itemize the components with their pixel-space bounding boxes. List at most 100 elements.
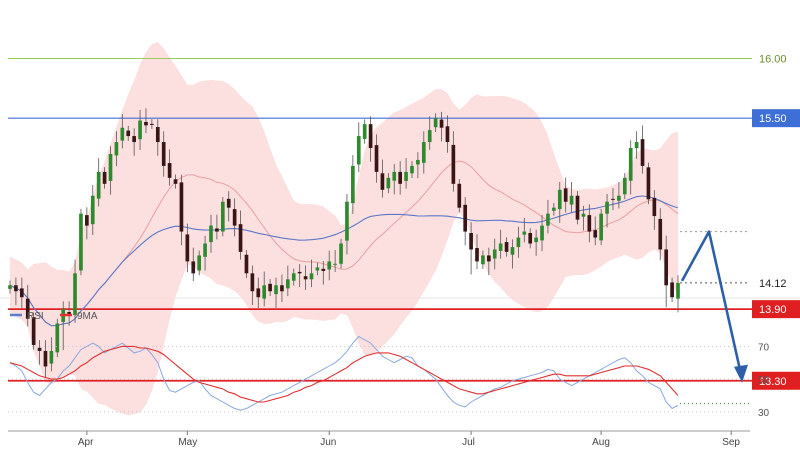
candle	[85, 207, 89, 240]
candle-body	[510, 247, 515, 255]
candle	[540, 214, 544, 252]
candle	[244, 249, 249, 279]
candle	[238, 210, 243, 260]
candle	[628, 140, 633, 195]
candle	[220, 196, 225, 237]
candle	[55, 318, 60, 358]
candle	[374, 134, 379, 183]
candle-body	[345, 201, 349, 241]
candle	[569, 182, 574, 213]
candle	[510, 239, 515, 269]
candle	[486, 247, 491, 276]
candle-body	[557, 189, 562, 210]
time-label-sep: Sep	[722, 437, 740, 448]
candle	[368, 116, 373, 162]
bollinger-band	[10, 42, 678, 416]
candle-body	[581, 213, 586, 217]
level-label-current: 14.12	[759, 278, 787, 290]
candle	[43, 340, 48, 378]
candle-body	[516, 237, 521, 248]
candle	[197, 250, 202, 276]
candle	[268, 279, 272, 297]
rsi-ma9-line	[9, 345, 679, 403]
candle-body	[552, 207, 556, 211]
candle-body	[380, 173, 385, 190]
candle-body	[19, 288, 24, 298]
candle	[226, 191, 231, 222]
candle	[670, 277, 674, 302]
candle	[19, 277, 24, 308]
candle-body	[220, 201, 225, 232]
candle-body	[291, 273, 296, 281]
candle-body	[611, 198, 615, 200]
candle-body	[280, 285, 284, 292]
candle-body	[664, 249, 669, 286]
ma50-line	[9, 195, 679, 327]
candle	[563, 177, 568, 213]
candle-body	[232, 209, 237, 226]
level-label-box-13-30	[752, 371, 800, 390]
candle	[303, 265, 308, 291]
candle	[522, 217, 527, 243]
candle	[617, 182, 621, 209]
candle	[351, 155, 355, 214]
candle-body	[173, 179, 178, 184]
candle	[504, 237, 509, 257]
candle-body	[463, 204, 468, 232]
candle-body	[185, 234, 190, 262]
candle-body	[226, 198, 231, 208]
candle-body	[31, 317, 36, 345]
candle	[291, 268, 296, 286]
rsi-tick-70: 70	[758, 342, 770, 353]
candle	[73, 259, 77, 323]
candle-body	[522, 231, 527, 235]
candle	[37, 340, 42, 365]
candle-body	[49, 350, 54, 364]
candle	[114, 131, 119, 167]
candle-body	[670, 282, 674, 298]
candle	[481, 250, 485, 270]
candle	[439, 111, 444, 142]
legend-label-rsi: RSI	[27, 311, 44, 322]
candle-body	[386, 177, 391, 189]
candle-body	[593, 230, 598, 238]
candle	[215, 214, 219, 240]
candle	[557, 182, 562, 223]
candle-body	[634, 142, 639, 149]
candle	[552, 202, 556, 216]
candle-body	[333, 263, 337, 265]
legend-label-9ma: 9MA	[77, 311, 98, 322]
time-label-may: May	[178, 437, 197, 448]
candle	[634, 131, 639, 159]
candle-body	[658, 218, 663, 250]
level-label-box-current	[752, 273, 800, 292]
candle-body	[646, 167, 651, 200]
candle-body	[569, 195, 574, 205]
candle	[185, 223, 190, 273]
forecast-arrows	[680, 230, 750, 383]
candle-body	[362, 124, 367, 139]
candle-body	[374, 145, 379, 172]
candle-body	[498, 243, 503, 251]
candle-body	[587, 215, 592, 232]
candle-body	[327, 261, 332, 270]
candle	[90, 185, 95, 235]
rsi-panel: RSI 9MA 70 50 30	[8, 311, 770, 419]
candle-body	[486, 255, 491, 262]
candle-body	[528, 232, 533, 244]
candle	[321, 261, 326, 285]
candle-body	[451, 144, 456, 184]
candle	[380, 159, 385, 198]
candle-body	[321, 268, 326, 271]
candle	[315, 262, 320, 276]
candle-body	[410, 165, 414, 174]
candle-body	[599, 213, 603, 241]
candle-body	[368, 124, 373, 149]
candle-body	[215, 228, 219, 232]
candle	[475, 234, 479, 270]
candle	[297, 264, 302, 288]
candle-body	[37, 347, 42, 351]
candle-body	[605, 201, 609, 214]
